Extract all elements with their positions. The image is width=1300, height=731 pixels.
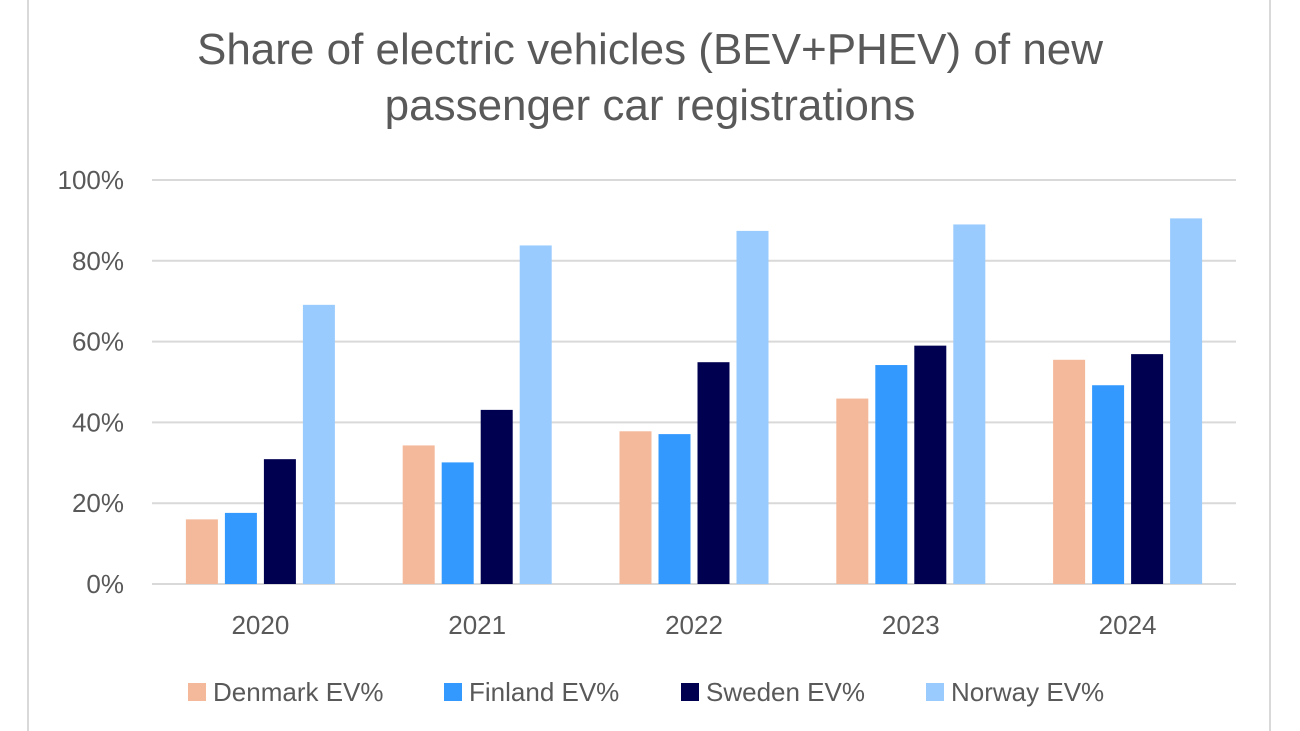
bar-norway-2021 (519, 245, 552, 584)
chart-title: Share of electric vehicles (BEV+PHEV) of… (0, 22, 1300, 134)
bar-denmark-2024 (1053, 359, 1086, 584)
bar-finland-2024 (1092, 385, 1125, 584)
bar-finland-2020 (224, 512, 257, 584)
legend-label-denmark: Denmark EV% (213, 677, 384, 707)
legend-label-sweden: Sweden EV% (706, 677, 865, 707)
bar-denmark-2020 (185, 519, 218, 584)
x-category-label: 2022 (665, 610, 723, 640)
legend: Denmark EV% Finland EV% Sweden EV% Norway E… (188, 677, 1104, 707)
x-category-label: 2024 (1099, 610, 1157, 640)
bar-sweden-2021 (480, 409, 513, 584)
bar-norway-2024 (1170, 218, 1203, 584)
bar-finland-2021 (441, 462, 474, 584)
bar-denmark-2023 (836, 398, 869, 584)
y-tick-label: 20% (72, 488, 124, 518)
y-tick-label: 40% (72, 407, 124, 437)
bar-sweden-2022 (697, 362, 730, 584)
x-category-label: 2020 (231, 610, 289, 640)
legend-swatch-denmark (188, 683, 206, 701)
bar-denmark-2021 (402, 445, 435, 584)
bar-sweden-2023 (914, 345, 947, 584)
bar-norway-2020 (302, 304, 335, 584)
bar-norway-2022 (736, 230, 769, 585)
bar-sweden-2024 (1131, 354, 1164, 584)
x-axis-category-labels: 2020 2021 2022 2023 2024 (231, 610, 1156, 640)
y-tick-label: 100% (58, 165, 125, 195)
legend-swatch-finland (444, 683, 462, 701)
x-category-label: 2023 (882, 610, 940, 640)
legend-label-finland: Finland EV% (469, 677, 619, 707)
legend-swatch-sweden (681, 683, 699, 701)
bar-finland-2023 (875, 365, 908, 584)
bar-norway-2023 (953, 224, 986, 584)
legend-label-norway: Norway EV% (951, 677, 1104, 707)
y-tick-label: 0% (86, 569, 124, 599)
y-axis-tick-labels: 0% 20% 40% 60% 80% 100% (58, 165, 125, 599)
y-tick-label: 60% (72, 327, 124, 357)
bars (185, 218, 1203, 585)
bar-sweden-2020 (263, 459, 296, 584)
y-tick-label: 80% (72, 246, 124, 276)
x-category-label: 2021 (448, 610, 506, 640)
chart-title-line-2: passenger car registrations (384, 81, 916, 130)
legend-swatch-norway (926, 683, 944, 701)
bar-denmark-2022 (619, 431, 652, 584)
bar-finland-2022 (658, 434, 691, 584)
chart-title-line-1: Share of electric vehicles (BEV+PHEV) of… (196, 25, 1104, 74)
